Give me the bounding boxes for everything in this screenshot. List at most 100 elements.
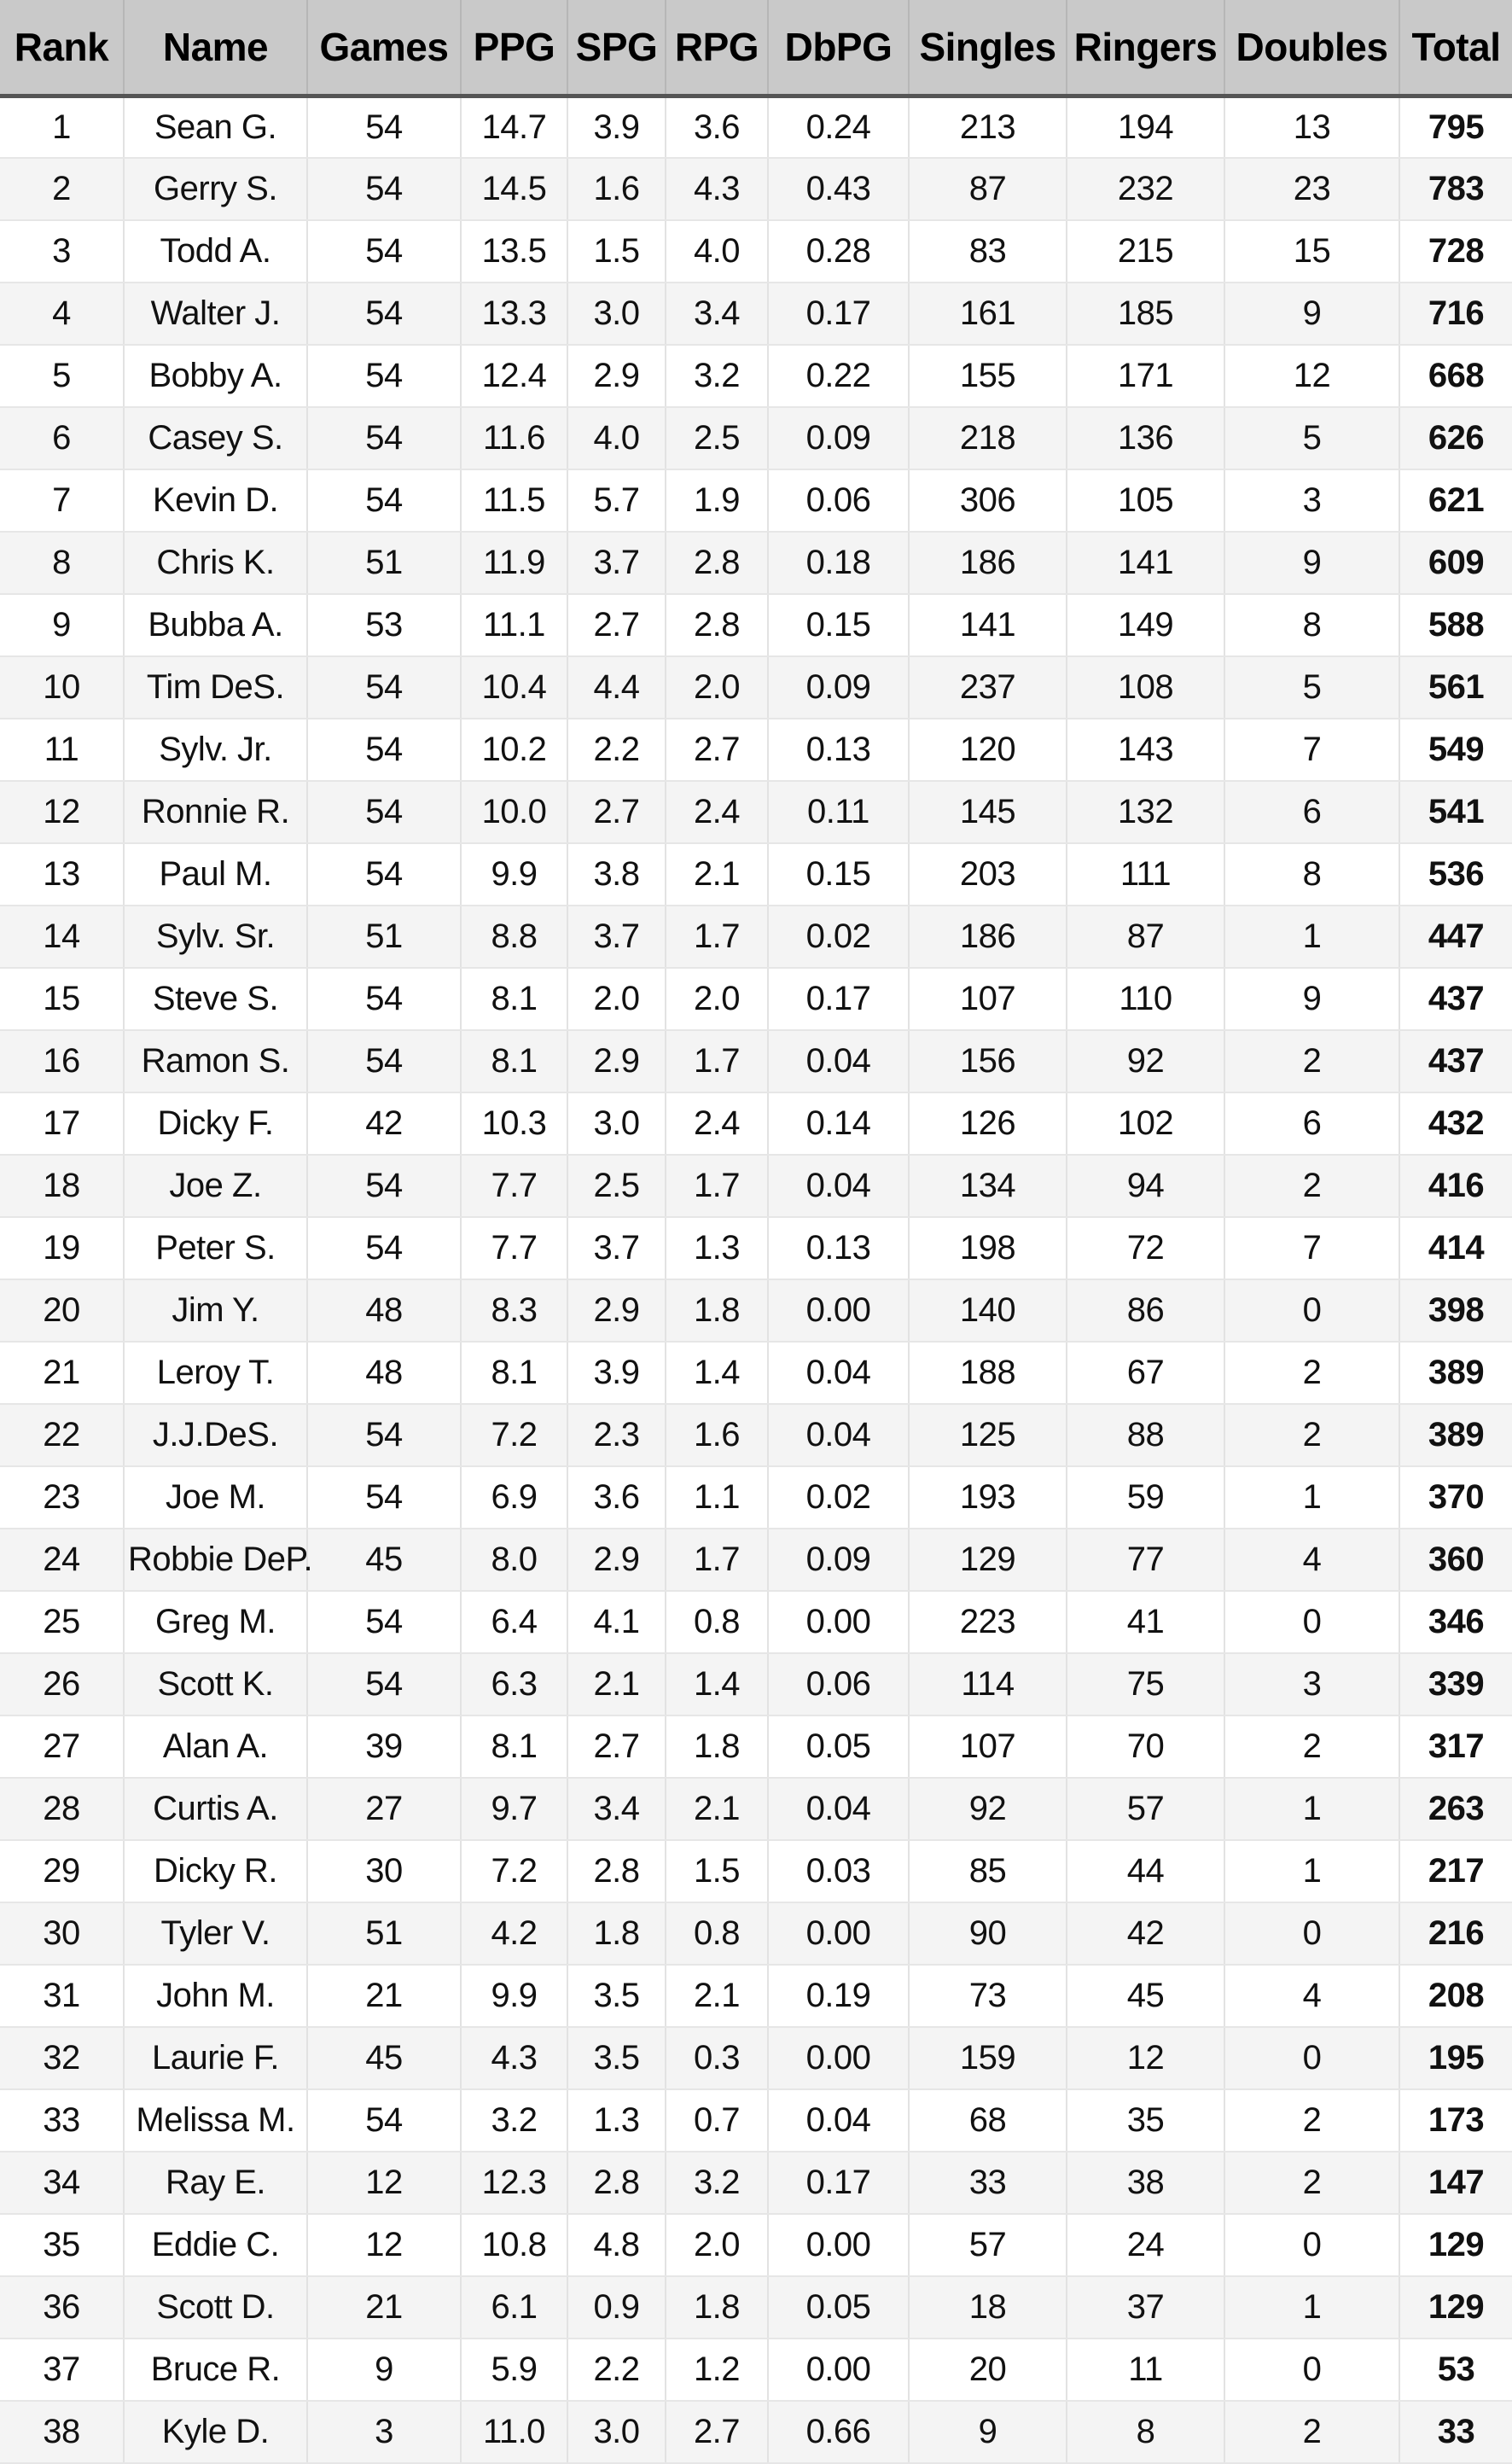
column-header-singles[interactable]: Singles xyxy=(909,0,1067,98)
cell-rank: 16 xyxy=(0,1030,125,1093)
cell-rpg: 0.8 xyxy=(666,1591,769,1654)
cell-spg: 2.2 xyxy=(567,2339,666,2402)
cell-singles: 306 xyxy=(909,469,1067,533)
column-header-rank[interactable]: Rank xyxy=(0,0,125,98)
cell-ppg: 10.8 xyxy=(461,2214,568,2277)
cell-dbpg: 0.06 xyxy=(768,1653,910,1716)
column-header-ringers[interactable]: Ringers xyxy=(1067,0,1225,98)
cell-ringers: 185 xyxy=(1067,283,1225,346)
cell-name: Tim DeS. xyxy=(124,656,308,719)
cell-dbpg: 0.43 xyxy=(768,158,910,221)
cell-rpg: 1.8 xyxy=(666,1715,769,1779)
cell-spg: 2.9 xyxy=(567,1529,666,1592)
cell-ringers: 77 xyxy=(1067,1529,1225,1592)
cell-games: 54 xyxy=(307,1404,462,1467)
cell-spg: 3.6 xyxy=(567,1466,666,1529)
cell-ppg: 3.2 xyxy=(461,2089,568,2152)
cell-doubles: 8 xyxy=(1224,843,1400,906)
cell-spg: 5.7 xyxy=(567,469,666,533)
cell-rank: 14 xyxy=(0,906,125,969)
cell-total: 129 xyxy=(1399,2276,1512,2339)
table-row: 37 Bruce R. 9 5.9 2.2 1.2 0.00 20 11 0 53 xyxy=(0,2339,1512,2402)
cell-doubles: 9 xyxy=(1224,283,1400,346)
cell-rpg: 1.3 xyxy=(666,1217,769,1280)
cell-singles: 140 xyxy=(909,1279,1067,1343)
cell-name: Dicky R. xyxy=(124,1840,308,1903)
cell-name: Kyle D. xyxy=(124,2401,308,2464)
column-header-total[interactable]: Total xyxy=(1399,0,1512,98)
cell-doubles: 2 xyxy=(1224,1030,1400,1093)
cell-dbpg: 0.11 xyxy=(768,781,910,844)
cell-dbpg: 0.09 xyxy=(768,1529,910,1592)
cell-dbpg: 0.05 xyxy=(768,2276,910,2339)
cell-rpg: 1.7 xyxy=(666,1155,769,1218)
column-header-doubles[interactable]: Doubles xyxy=(1224,0,1400,98)
cell-ppg: 7.2 xyxy=(461,1840,568,1903)
cell-dbpg: 0.04 xyxy=(768,1404,910,1467)
column-header-name[interactable]: Name xyxy=(124,0,308,98)
cell-ppg: 4.3 xyxy=(461,2027,568,2090)
cell-ringers: 141 xyxy=(1067,532,1225,595)
cell-dbpg: 0.13 xyxy=(768,719,910,782)
cell-ringers: 67 xyxy=(1067,1342,1225,1405)
cell-games: 54 xyxy=(307,656,462,719)
cell-name: Kevin D. xyxy=(124,469,308,533)
cell-total: 561 xyxy=(1399,656,1512,719)
cell-name: Ronnie R. xyxy=(124,781,308,844)
cell-rpg: 0.3 xyxy=(666,2027,769,2090)
cell-ringers: 11 xyxy=(1067,2339,1225,2402)
cell-name: Steve S. xyxy=(124,968,308,1031)
cell-ringers: 37 xyxy=(1067,2276,1225,2339)
column-header-ppg[interactable]: PPG xyxy=(461,0,568,98)
cell-ringers: 35 xyxy=(1067,2089,1225,2152)
cell-doubles: 6 xyxy=(1224,1092,1400,1156)
cell-spg: 3.5 xyxy=(567,1965,666,2028)
cell-ringers: 44 xyxy=(1067,1840,1225,1903)
cell-games: 54 xyxy=(307,1653,462,1716)
cell-singles: 203 xyxy=(909,843,1067,906)
cell-spg: 2.8 xyxy=(567,1840,666,1903)
cell-spg: 4.1 xyxy=(567,1591,666,1654)
cell-ringers: 143 xyxy=(1067,719,1225,782)
cell-spg: 2.8 xyxy=(567,2152,666,2215)
cell-total: 783 xyxy=(1399,158,1512,221)
column-header-rpg[interactable]: RPG xyxy=(666,0,769,98)
cell-doubles: 1 xyxy=(1224,1466,1400,1529)
cell-rpg: 2.0 xyxy=(666,968,769,1031)
cell-ppg: 11.1 xyxy=(461,594,568,657)
cell-doubles: 5 xyxy=(1224,407,1400,470)
cell-games: 54 xyxy=(307,283,462,346)
cell-dbpg: 0.09 xyxy=(768,407,910,470)
cell-rank: 1 xyxy=(0,96,125,159)
cell-ringers: 215 xyxy=(1067,220,1225,283)
cell-ringers: 59 xyxy=(1067,1466,1225,1529)
cell-games: 51 xyxy=(307,532,462,595)
cell-rank: 24 xyxy=(0,1529,125,1592)
cell-total: 728 xyxy=(1399,220,1512,283)
cell-doubles: 7 xyxy=(1224,1217,1400,1280)
cell-ppg: 10.4 xyxy=(461,656,568,719)
table-row: 4 Walter J. 54 13.3 3.0 3.4 0.17 161 185 9 716 xyxy=(0,283,1512,346)
column-header-spg[interactable]: SPG xyxy=(567,0,666,98)
cell-games: 48 xyxy=(307,1279,462,1343)
cell-singles: 20 xyxy=(909,2339,1067,2402)
cell-games: 30 xyxy=(307,1840,462,1903)
cell-ppg: 8.0 xyxy=(461,1529,568,1592)
cell-spg: 2.7 xyxy=(567,594,666,657)
cell-games: 54 xyxy=(307,719,462,782)
column-header-dbpg[interactable]: DbPG xyxy=(768,0,910,98)
cell-spg: 4.8 xyxy=(567,2214,666,2277)
cell-dbpg: 0.15 xyxy=(768,594,910,657)
column-header-games[interactable]: Games xyxy=(307,0,462,98)
cell-rank: 12 xyxy=(0,781,125,844)
cell-dbpg: 0.06 xyxy=(768,469,910,533)
cell-singles: 218 xyxy=(909,407,1067,470)
cell-total: 217 xyxy=(1399,1840,1512,1903)
cell-total: 416 xyxy=(1399,1155,1512,1218)
cell-name: Joe Z. xyxy=(124,1155,308,1218)
cell-games: 9 xyxy=(307,2339,462,2402)
cell-total: 360 xyxy=(1399,1529,1512,1592)
cell-name: Todd A. xyxy=(124,220,308,283)
cell-ppg: 10.2 xyxy=(461,719,568,782)
cell-total: 339 xyxy=(1399,1653,1512,1716)
